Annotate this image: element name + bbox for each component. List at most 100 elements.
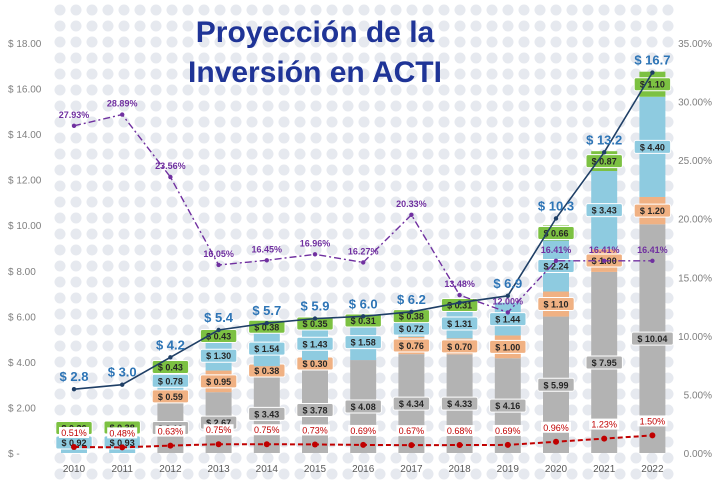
bg-dot: [118, 148, 130, 160]
bg-dot: [550, 468, 562, 480]
left-tick-label: $ 8.00: [8, 267, 36, 278]
bg-dot: [342, 228, 354, 240]
bg-dot: [486, 260, 498, 272]
bg-dot: [342, 164, 354, 176]
bg-dot: [614, 244, 626, 256]
pct-point: [216, 262, 221, 268]
gdp-label-bg: [396, 425, 427, 437]
bar-label-bg: [440, 396, 479, 411]
bg-dot: [198, 468, 210, 480]
bg-dot: [54, 244, 66, 256]
bg-dot: [326, 4, 338, 16]
bg-dot: [518, 452, 530, 464]
bg-dot: [598, 68, 610, 80]
total-point: [264, 320, 269, 326]
total-label: $ 4.2: [156, 337, 185, 352]
bg-dot: [406, 84, 418, 96]
bg-dot: [214, 180, 226, 192]
bg-dot: [614, 436, 626, 448]
bg-dot: [614, 468, 626, 480]
bar-value-label: $ 4.16: [495, 401, 520, 411]
bg-dot: [358, 116, 370, 128]
gdp-label-bg: [59, 427, 89, 439]
bg-dot: [294, 228, 306, 240]
bar-value-label: $ 0.76: [399, 341, 424, 351]
pct-point: [553, 258, 559, 263]
bg-dot: [166, 36, 178, 48]
bg-dot: [342, 212, 354, 224]
bg-dot: [102, 324, 114, 336]
bg-dot: [326, 388, 338, 400]
bg-dot: [246, 292, 258, 304]
bg-dot: [470, 244, 482, 256]
bg-dot: [486, 52, 498, 64]
bg-dot: [598, 4, 610, 16]
pct-label: 16.45%: [252, 244, 283, 254]
bg-dot: [102, 164, 114, 176]
bg-dot: [134, 180, 146, 192]
bg-dot: [198, 308, 210, 320]
bg-dot: [118, 324, 130, 336]
bg-dot: [502, 260, 514, 272]
bg-dot: [614, 68, 626, 80]
bg-dot: [502, 148, 514, 160]
bg-dot: [102, 132, 114, 144]
bg-dot: [630, 228, 642, 240]
bg-dot: [614, 308, 626, 320]
bg-dot: [502, 84, 514, 96]
bg-dot: [566, 100, 578, 112]
bg-dot: [102, 452, 114, 464]
bg-dot: [310, 260, 322, 272]
bg-dot: [454, 468, 466, 480]
bg-dot: [118, 404, 130, 416]
bg-dot: [102, 148, 114, 160]
bg-dot: [118, 468, 130, 480]
bg-dot: [230, 148, 242, 160]
gdp-label-bg: [348, 424, 379, 436]
left-tick-label: $ 2.00: [8, 403, 36, 414]
bg-dot: [566, 4, 578, 16]
bg-dot: [102, 468, 114, 480]
total-point: [409, 309, 414, 314]
bg-dot: [566, 116, 578, 128]
bg-dot: [470, 84, 482, 96]
bg-dot: [454, 84, 466, 96]
bg-dot: [70, 356, 82, 368]
bg-dot: [166, 180, 178, 192]
bg-dot: [86, 452, 98, 464]
bar-label-bg: [537, 225, 575, 240]
bg-dot: [54, 116, 66, 128]
bg-dot: [182, 164, 194, 176]
bg-dot: [134, 260, 146, 272]
bg-dot: [86, 388, 98, 400]
bg-dot: [150, 36, 162, 48]
bg-dot: [326, 36, 338, 48]
bg-dot: [582, 52, 594, 64]
bg-dot: [166, 292, 178, 304]
bg-dot: [150, 308, 162, 320]
bg-dot: [102, 276, 114, 288]
bg-dot: [118, 372, 130, 384]
bg-dot: [518, 36, 530, 48]
bg-dot: [630, 292, 642, 304]
bg-dot: [294, 20, 306, 32]
bg-dot: [582, 100, 594, 112]
bg-dot: [326, 84, 338, 96]
bg-dot: [246, 4, 258, 16]
bg-dot: [470, 356, 482, 368]
gdp-label-bg: [444, 425, 475, 437]
bg-dot: [454, 180, 466, 192]
bg-dot: [630, 404, 642, 416]
bg-dot: [214, 228, 226, 240]
pct-point: [457, 292, 462, 298]
bg-dot: [342, 180, 354, 192]
bg-dot: [310, 68, 322, 80]
bg-dot: [582, 84, 594, 96]
bg-dot: [598, 116, 610, 128]
bg-dot: [374, 164, 386, 176]
bg-dot: [358, 180, 370, 192]
bg-dot: [342, 468, 354, 480]
bg-dot: [214, 84, 226, 96]
bg-dot: [390, 452, 402, 464]
